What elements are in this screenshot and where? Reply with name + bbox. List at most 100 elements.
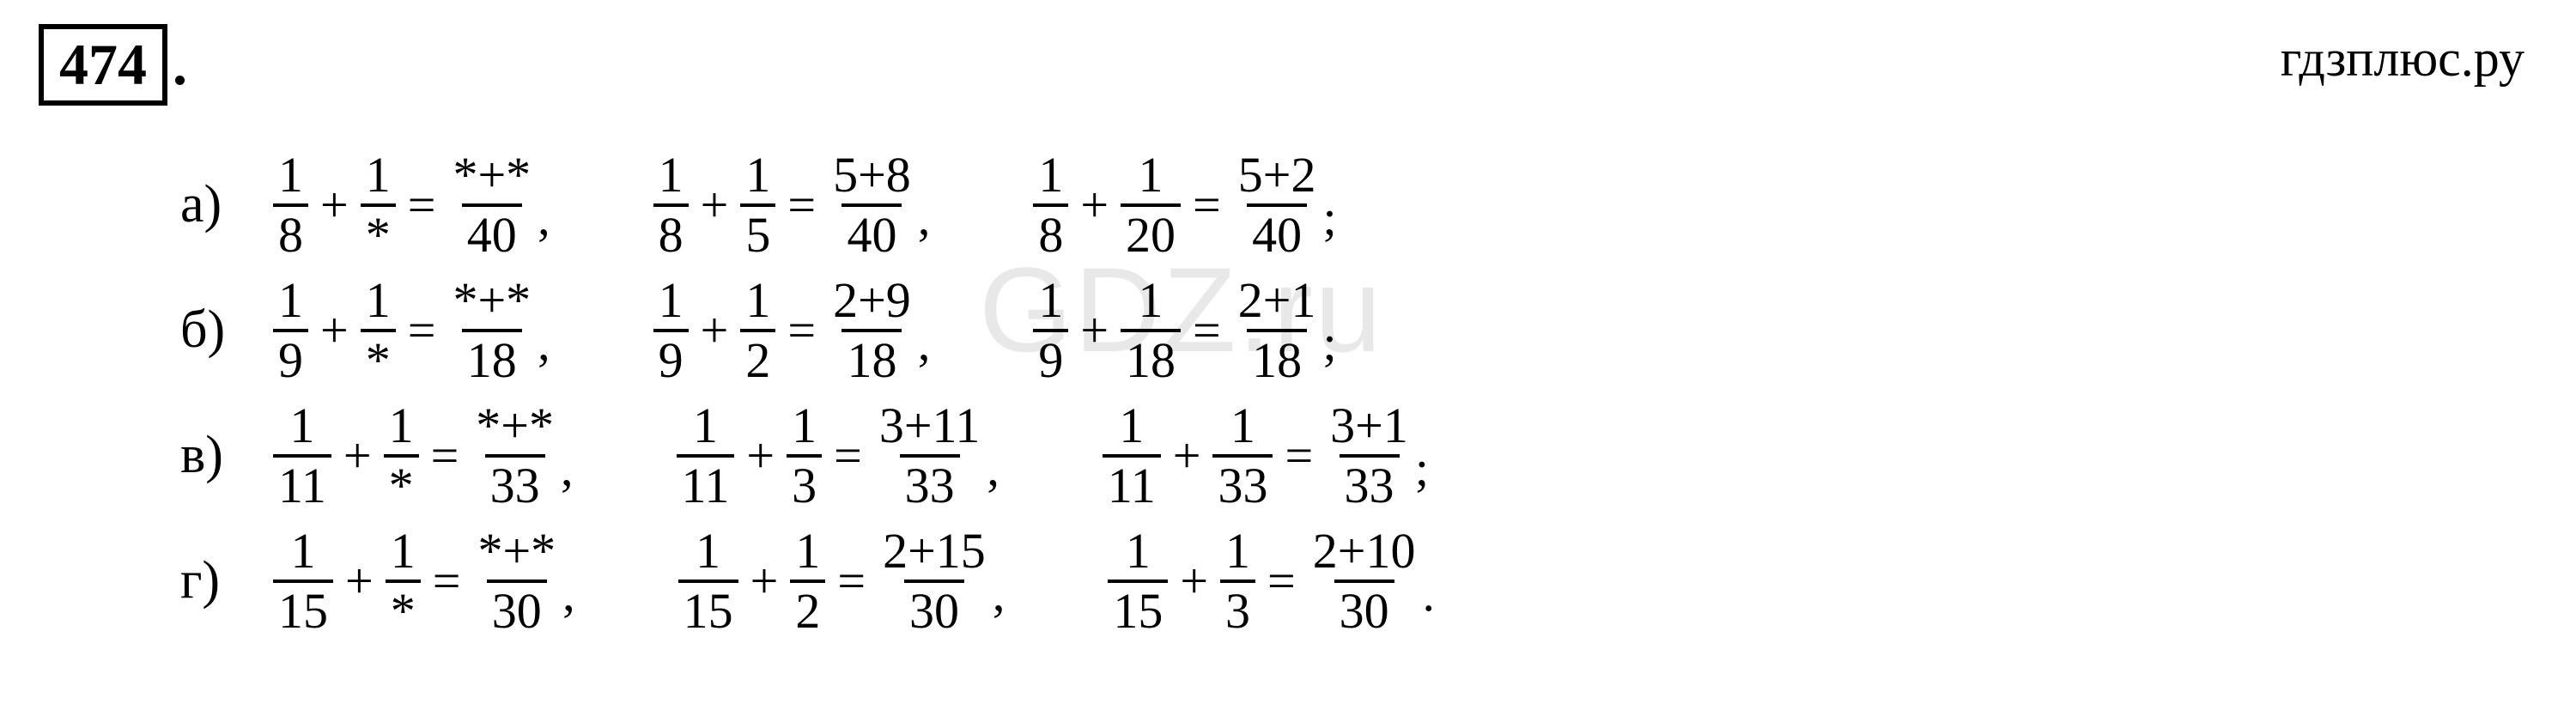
fraction: 2+918 (828, 276, 916, 385)
plus-sign: + (1180, 552, 1208, 610)
numerator: 5+8 (828, 150, 916, 203)
numerator: 1 (361, 150, 396, 203)
fraction: 12 (790, 526, 825, 636)
fraction: 13 (787, 401, 822, 511)
row-label: а) (180, 174, 258, 235)
fraction: 115 (273, 526, 333, 636)
punct: , (538, 189, 550, 260)
plus-sign: + (701, 176, 729, 234)
fraction: *+*18 (447, 276, 536, 385)
plus-sign: + (1173, 427, 1201, 484)
fraction: 2+118 (1233, 276, 1321, 385)
denominator: 9 (1033, 329, 1068, 385)
fraction: 111 (1103, 401, 1161, 511)
fraction: 3+1133 (874, 401, 986, 511)
fraction: 1* (384, 401, 419, 511)
denominator: 11 (1103, 454, 1161, 511)
numerator: *+* (472, 526, 561, 580)
fraction: 5+240 (1233, 150, 1321, 260)
denominator: 11 (677, 454, 735, 511)
denominator: 33 (900, 454, 960, 511)
numerator: 1 (284, 401, 319, 454)
plus-sign: + (320, 301, 349, 359)
row-g: г) 115 + 1* = *+*30 , 115 + 12 = 2+1530 … (180, 526, 2576, 636)
denominator: 9 (273, 329, 308, 385)
denominator: 2 (740, 329, 775, 385)
punct: . (1422, 565, 1435, 636)
plus-sign: + (750, 552, 779, 610)
fraction: 2+1530 (878, 526, 991, 636)
denominator: 8 (1033, 203, 1068, 260)
numerator: 2+10 (1308, 526, 1421, 580)
numerator: 1 (1121, 526, 1156, 580)
numerator: 1 (1225, 401, 1261, 454)
equation: 111 + 1* = *+*33 , (273, 401, 574, 511)
numerator: 1 (384, 401, 419, 454)
denominator: 18 (1121, 329, 1181, 385)
numerator: 2+15 (878, 526, 991, 580)
plus-sign: + (345, 552, 374, 610)
denominator: * (361, 203, 396, 260)
numerator: *+* (447, 276, 536, 329)
denominator: 15 (678, 580, 738, 636)
fraction: 2+1030 (1308, 526, 1421, 636)
denominator: 8 (653, 203, 689, 260)
row-label: б) (180, 300, 258, 361)
denominator: 30 (904, 580, 964, 636)
row-label: в) (180, 425, 258, 486)
fraction: 5+840 (828, 150, 916, 260)
problem-number-wrap: 474. (39, 24, 187, 106)
equals-sign: = (787, 176, 816, 234)
equals-sign: = (837, 552, 866, 610)
equals-sign: = (1267, 552, 1296, 610)
denominator: 30 (1334, 580, 1394, 636)
punct: , (918, 189, 931, 260)
punct: ; (1322, 314, 1336, 385)
numerator: 5+2 (1233, 150, 1321, 203)
numerator: 2+1 (1233, 276, 1321, 329)
plus-sign: + (320, 176, 349, 234)
equals-sign: = (834, 427, 862, 484)
fraction: 15 (740, 150, 775, 260)
equation: 18 + 120 = 5+240 ; (1033, 150, 1336, 260)
row-b: б) 19 + 1* = *+*18 , 19 + 12 = 2+918 , 1… (180, 276, 2576, 385)
equation: 111 + 13 = 3+1133 , (677, 401, 999, 511)
numerator: 1 (653, 150, 689, 203)
denominator: 3 (787, 454, 822, 511)
numerator: *+* (471, 401, 559, 454)
denominator: 33 (1212, 454, 1273, 511)
punct: , (987, 440, 999, 511)
row-v: в) 111 + 1* = *+*33 , 111 + 13 = 3+1133 … (180, 401, 2576, 511)
denominator: 2 (790, 580, 825, 636)
denominator: 15 (273, 580, 333, 636)
numerator: 3+1 (1325, 401, 1413, 454)
fraction: 18 (1033, 150, 1068, 260)
equation: 111 + 133 = 3+133 ; (1103, 401, 1429, 511)
numerator: 1 (787, 401, 822, 454)
fraction: 115 (1108, 526, 1168, 636)
equals-sign: = (1285, 427, 1313, 484)
fraction: 1* (361, 276, 396, 385)
plus-sign: + (746, 427, 775, 484)
punct: ; (1415, 440, 1429, 511)
problem-dot: . (173, 32, 187, 97)
fraction: 18 (653, 150, 689, 260)
fraction: *+*40 (447, 150, 536, 260)
numerator: 1 (386, 526, 421, 580)
numerator: 1 (1220, 526, 1255, 580)
equation: 115 + 1* = *+*30 , (273, 526, 575, 636)
denominator: * (384, 454, 419, 511)
numerator: 1 (361, 276, 396, 329)
numerator: 1 (1133, 150, 1169, 203)
denominator: 33 (1340, 454, 1400, 511)
numerator: 1 (286, 526, 321, 580)
plus-sign: + (701, 301, 729, 359)
denominator: 9 (653, 329, 689, 385)
denominator: 11 (273, 454, 331, 511)
denominator: * (386, 580, 421, 636)
equation: 18 + 1* = *+*40 , (273, 150, 550, 260)
numerator: *+* (447, 150, 536, 203)
numerator: 1 (1133, 276, 1169, 329)
fraction: 3+133 (1325, 401, 1413, 511)
denominator: 30 (487, 580, 547, 636)
